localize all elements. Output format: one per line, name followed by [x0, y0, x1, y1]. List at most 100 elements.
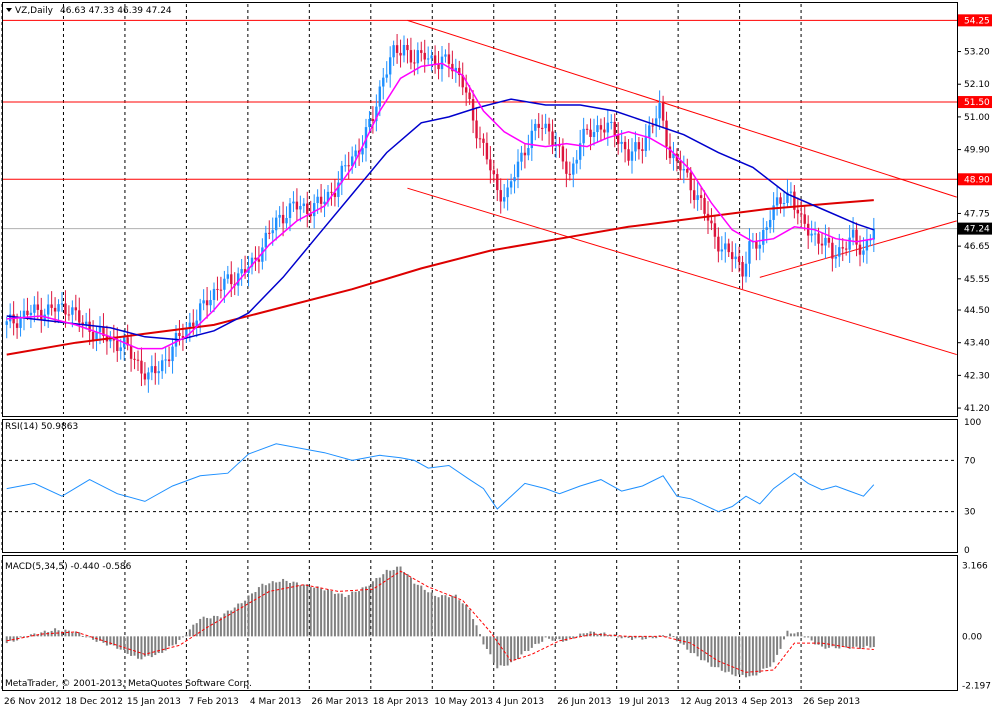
macd-bar	[572, 636, 575, 639]
candle-body	[53, 307, 57, 312]
macd-bar	[637, 636, 640, 638]
macd-bar	[772, 636, 775, 663]
macd-bar	[251, 593, 253, 637]
macd-bar	[748, 636, 751, 677]
current-price-tag	[958, 222, 992, 235]
candle-body	[713, 223, 717, 237]
grid-layer	[1, 4, 802, 690]
candle-body	[689, 172, 692, 191]
candle-body	[81, 322, 84, 325]
candle-body	[212, 288, 216, 300]
rsi-tick-label: 70	[964, 456, 976, 466]
candle-body	[779, 197, 782, 204]
macd-bar	[517, 636, 519, 660]
macd-bar	[271, 581, 274, 637]
candle-body	[775, 197, 779, 206]
macd-bar	[213, 615, 215, 637]
macd-bar	[451, 595, 454, 637]
candle-body	[154, 366, 157, 374]
y-tick-label: 43.40	[964, 339, 990, 349]
candle-body	[236, 273, 240, 286]
macd-bar	[416, 584, 419, 637]
macd-bar	[530, 636, 533, 648]
macd-bar	[112, 636, 115, 646]
dropdown-arrow-icon[interactable]	[6, 8, 12, 12]
candle-body	[758, 244, 762, 249]
candle-body	[409, 50, 413, 63]
candle-body	[458, 67, 461, 76]
candle-body	[347, 165, 350, 167]
rsi-tick-label: 100	[964, 418, 981, 428]
candle-body	[285, 217, 288, 224]
candle-body	[872, 228, 876, 240]
macd-bar	[869, 636, 872, 648]
candle-body	[748, 241, 751, 264]
macd-bar	[682, 636, 685, 645]
candle-body	[344, 165, 347, 167]
macd-bar	[465, 604, 468, 637]
candle-body	[527, 148, 530, 156]
macd-bar	[534, 636, 537, 644]
candle-body	[167, 359, 171, 362]
macd-bar	[693, 636, 696, 654]
macd-bar	[631, 636, 633, 640]
candle-body	[205, 300, 209, 306]
macd-bar	[157, 636, 160, 654]
candle-body	[67, 314, 71, 316]
macd-panel[interactable]	[2, 555, 958, 691]
macd-bar	[130, 636, 133, 656]
y-tick-label: 49.90	[964, 146, 990, 156]
candle-body	[406, 44, 409, 51]
macd-bar	[192, 624, 195, 637]
macd-bar	[579, 633, 582, 637]
macd-bar	[368, 585, 371, 637]
candle-body	[627, 149, 630, 161]
price-layer	[3, 19, 957, 393]
macd-bar	[624, 636, 627, 638]
macd-bar	[299, 585, 302, 637]
candle-body	[299, 205, 302, 210]
candle-body	[637, 142, 641, 150]
macd-bar	[655, 636, 658, 639]
macd-title: MACD(5,34,5) -0.440 -0.586	[5, 562, 132, 572]
macd-bar	[396, 566, 399, 637]
candle-body	[192, 322, 195, 327]
macd-bar	[675, 636, 678, 642]
macd-bar	[143, 636, 146, 657]
macd-bar	[489, 636, 492, 655]
macd-bar	[472, 619, 475, 637]
macd-bar	[537, 636, 540, 644]
ma-fast-line	[6, 62, 874, 350]
macd-bar	[807, 636, 810, 638]
macd-bar	[434, 595, 437, 637]
macd-bar	[223, 613, 226, 637]
candle-body	[806, 223, 810, 236]
macd-bar	[586, 633, 589, 637]
macd-bar	[392, 569, 395, 637]
macd-bar	[672, 636, 675, 638]
candle-body	[616, 135, 620, 144]
candle-body	[862, 250, 865, 255]
macd-bar	[582, 633, 585, 637]
candle-body	[243, 269, 247, 273]
candle-body	[395, 45, 399, 53]
y-tick-label: 53.20	[964, 48, 990, 58]
candle-body	[288, 203, 292, 218]
candle-body	[592, 132, 596, 137]
candle-body	[302, 203, 306, 206]
macd-bar	[447, 597, 450, 637]
candle-body	[499, 190, 502, 202]
candle-body	[540, 127, 544, 129]
candle-body	[88, 321, 91, 332]
candle-body	[188, 322, 192, 329]
price-panel[interactable]	[2, 2, 958, 417]
candle-body	[71, 307, 74, 315]
macd-bar	[358, 591, 361, 637]
macd-bar	[821, 636, 823, 647]
macd-bar	[634, 636, 637, 639]
candle-body	[582, 128, 585, 144]
candle-body	[126, 337, 129, 346]
candle-body	[278, 214, 281, 218]
